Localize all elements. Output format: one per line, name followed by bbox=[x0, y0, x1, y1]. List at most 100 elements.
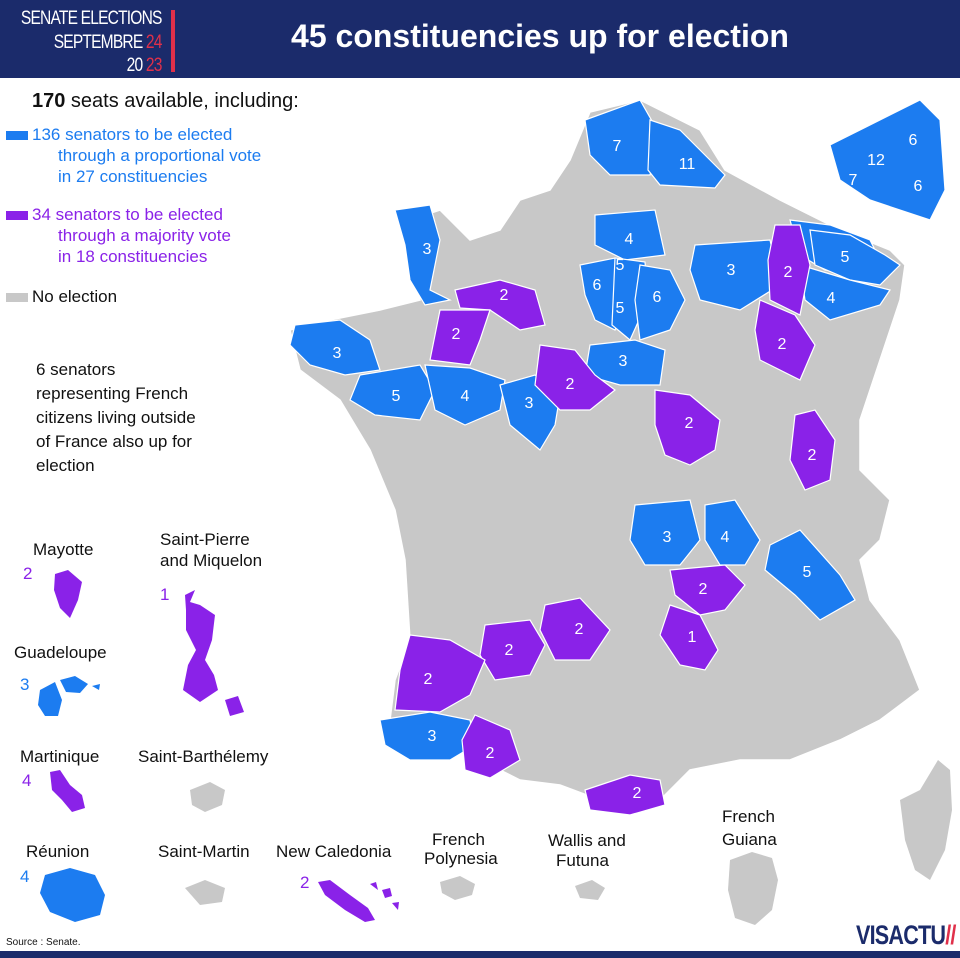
seat-loir-cher: 2 bbox=[566, 376, 575, 393]
seats-text: seats available, including: bbox=[65, 90, 299, 112]
martinique-seats: 4 bbox=[22, 771, 31, 790]
seat-nord: 7 bbox=[613, 138, 622, 155]
seat-allier: 3 bbox=[663, 529, 672, 546]
brand-block: SENATE ELECTIONS SEPTEMBRE 24 20 23 bbox=[6, 8, 166, 76]
region-dordogne bbox=[479, 619, 546, 681]
spm-label-1: Saint-Pierre bbox=[160, 530, 250, 549]
legend-swatch-none bbox=[6, 293, 28, 303]
region-aude bbox=[584, 774, 666, 816]
legend-majority: 34 senators to be elected through a major… bbox=[6, 204, 231, 267]
region-haute-loire bbox=[659, 604, 719, 671]
outside-france-note: 6 senators representing French citizens … bbox=[36, 358, 266, 478]
seat-marne: 3 bbox=[727, 262, 736, 279]
seat-pyrenees-atl: 3 bbox=[428, 728, 437, 745]
region-maine-loire-5 bbox=[349, 364, 436, 421]
region-maine-loire-4 bbox=[424, 364, 506, 426]
seat-idf-inner-5: 5 bbox=[616, 257, 625, 274]
seats-summary: 170 seats available, including: bbox=[32, 90, 299, 113]
region-allier bbox=[629, 499, 701, 566]
wallis-shape bbox=[575, 880, 605, 900]
region-loire bbox=[669, 564, 746, 616]
brand-year-b: 23 bbox=[146, 55, 163, 76]
region-saone-loire bbox=[704, 499, 761, 566]
seat-mayenne: 2 bbox=[452, 326, 461, 343]
legend-prop-line1: 136 senators to be elected bbox=[32, 125, 233, 144]
seat-maine-loire: 4 bbox=[461, 388, 470, 405]
polynesia-shape bbox=[440, 876, 475, 900]
region-seine-marne bbox=[634, 264, 686, 341]
page-title: 45 constituencies up for election bbox=[291, 18, 789, 54]
polynesia-label-2: Polynesia bbox=[424, 849, 498, 868]
seat-haute-saone: 2 bbox=[808, 447, 817, 464]
region-meurthe bbox=[799, 264, 891, 321]
legend-proportional-text: 136 senators to be elected through a prop… bbox=[32, 124, 261, 187]
legend-maj-line2: through a majority vote bbox=[58, 226, 231, 245]
seat-idf-6b: 6 bbox=[914, 178, 923, 195]
saint-martin-shape bbox=[185, 880, 225, 905]
polynesia-label-1: French bbox=[432, 830, 485, 849]
brand-line1: SENATE ELECTIONS bbox=[21, 8, 163, 29]
legend-none-label: No election bbox=[32, 287, 118, 306]
corsica bbox=[900, 760, 952, 880]
logo-part-c: // bbox=[945, 920, 956, 950]
logo-part-a: VIS bbox=[856, 920, 889, 950]
outside-line3: citizens living outside bbox=[36, 408, 196, 427]
saint-barthelemy-label: Saint-Barthélemy bbox=[138, 747, 269, 766]
reunion-label: Réunion bbox=[26, 842, 89, 861]
seat-loire-atlantique: 3 bbox=[333, 345, 342, 362]
seat-loire-atl-5: 5 bbox=[392, 388, 401, 405]
region-gironde bbox=[394, 634, 486, 713]
region-nord bbox=[584, 99, 661, 176]
brand-year-a: 20 bbox=[127, 55, 147, 76]
brand-line2: SEPTEMBRE 24 bbox=[54, 32, 163, 54]
legend-maj-line1: 34 senators to be elected bbox=[32, 205, 223, 224]
seat-idf-west: 6 bbox=[593, 277, 602, 294]
brand-line3: 20 23 bbox=[127, 55, 163, 77]
region-nievre bbox=[654, 389, 721, 466]
region-vosges bbox=[754, 299, 816, 381]
guadeloupe-shape bbox=[38, 676, 100, 716]
saint-barthelemy-shape bbox=[190, 782, 225, 812]
outside-line5: election bbox=[36, 456, 95, 475]
guadeloupe-seats: 3 bbox=[20, 675, 29, 694]
martinique-label: Martinique bbox=[20, 747, 99, 766]
seat-idf-inner-6: 6 bbox=[653, 289, 662, 306]
seat-saone-loire: 4 bbox=[721, 529, 730, 546]
seat-meurthe: 4 bbox=[827, 290, 836, 307]
legend-swatch-majority bbox=[6, 211, 28, 221]
new-caledonia-seats: 2 bbox=[300, 873, 309, 892]
region-mayenne bbox=[429, 309, 491, 366]
mayotte-shape bbox=[54, 570, 82, 618]
header-bar bbox=[0, 0, 960, 78]
region-meuse bbox=[767, 224, 811, 316]
region-haute-saone bbox=[789, 409, 836, 491]
region-idf-outer bbox=[829, 99, 946, 221]
legend-prop-line2: through a proportional vote bbox=[58, 146, 262, 165]
new-caledonia-label: New Caledonia bbox=[276, 842, 392, 861]
seat-idf-7: 7 bbox=[849, 172, 858, 189]
seat-correze: 2 bbox=[575, 621, 584, 638]
region-loire-atlantique bbox=[289, 319, 381, 376]
legend-proportional: 136 senators to be elected through a prop… bbox=[6, 124, 261, 187]
region-seine-maritime bbox=[394, 204, 452, 306]
region-orne bbox=[454, 279, 546, 331]
reunion-seats: 4 bbox=[20, 867, 29, 886]
mayotte-label: Mayotte bbox=[33, 540, 93, 559]
wallis-label-1: Wallis and bbox=[548, 831, 626, 850]
region-ain bbox=[764, 529, 856, 621]
seat-orne: 2 bbox=[500, 287, 509, 304]
seat-meuse: 2 bbox=[784, 264, 793, 281]
region-correze bbox=[539, 597, 611, 661]
outside-line4: of France also up for bbox=[36, 432, 192, 451]
mayotte-seats: 2 bbox=[23, 564, 32, 583]
seat-aisne-5: 5 bbox=[616, 300, 625, 317]
seat-pas-calais: 11 bbox=[679, 156, 696, 173]
visactu-logo: VISACTU// bbox=[856, 920, 956, 951]
guiana-label-1: French bbox=[722, 807, 775, 826]
guiana-label-2: Guiana bbox=[722, 830, 777, 849]
seat-oise: 4 bbox=[625, 231, 634, 248]
region-marne bbox=[689, 239, 781, 311]
region-pyrenees-atl bbox=[379, 711, 476, 761]
spm-shape bbox=[183, 590, 218, 702]
